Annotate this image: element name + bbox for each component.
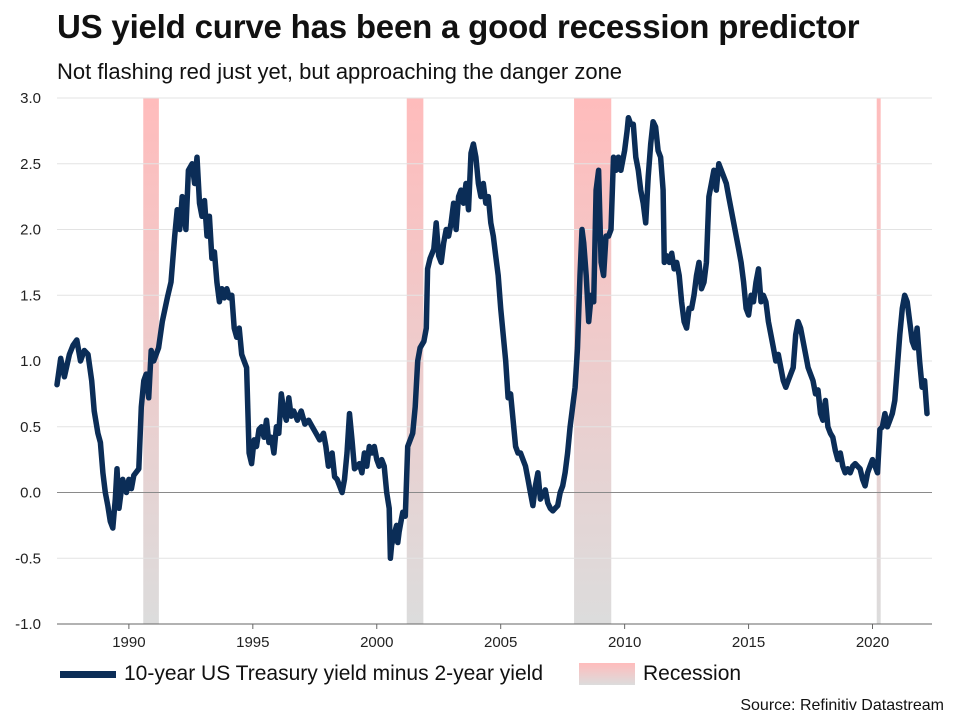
legend-recession-label: Recession <box>643 662 742 685</box>
y-tick-label: 1.0 <box>20 353 41 370</box>
y-tick-label: 2.0 <box>20 222 41 239</box>
series-line-1 <box>54 114 930 562</box>
y-tick-label: 3.0 <box>20 90 41 107</box>
y-tick-label: 2.5 <box>20 156 41 173</box>
legend: 10-year US Treasury yield minus 2-year y… <box>60 662 741 686</box>
chart-subtitle: Not flashing red just yet, but approachi… <box>57 59 623 84</box>
x-tick-label: 1990 <box>112 634 145 651</box>
x-tick-label: 2000 <box>360 634 393 651</box>
y-tick-label: 1.5 <box>20 287 41 304</box>
y-tick-label: -1.0 <box>15 616 41 633</box>
y-tick-label: 0.0 <box>20 485 41 502</box>
legend-series-label: 10-year US Treasury yield minus 2-year y… <box>124 662 543 685</box>
source-note: Source: Refinitiv Datastream <box>740 697 944 714</box>
yield-curve-chart: 3.0 2.5 2.0 1.5 1.0 0.5 0.0 -0.5 -1.0 1990 1995 200… <box>15 90 932 651</box>
x-tick-label: 2005 <box>484 634 517 651</box>
y-tick-label: -0.5 <box>15 550 41 567</box>
legend-recession-swatch <box>579 663 635 685</box>
y-tick-label: 0.5 <box>20 419 41 436</box>
x-tick-label: 2010 <box>608 634 641 651</box>
legend-line-swatch <box>60 670 116 678</box>
x-tick-label: 2015 <box>732 634 765 651</box>
x-tick-label: 2020 <box>856 634 889 651</box>
chart-title: US yield curve has been a good recession… <box>57 8 860 45</box>
x-tick-label: 1995 <box>236 634 269 651</box>
